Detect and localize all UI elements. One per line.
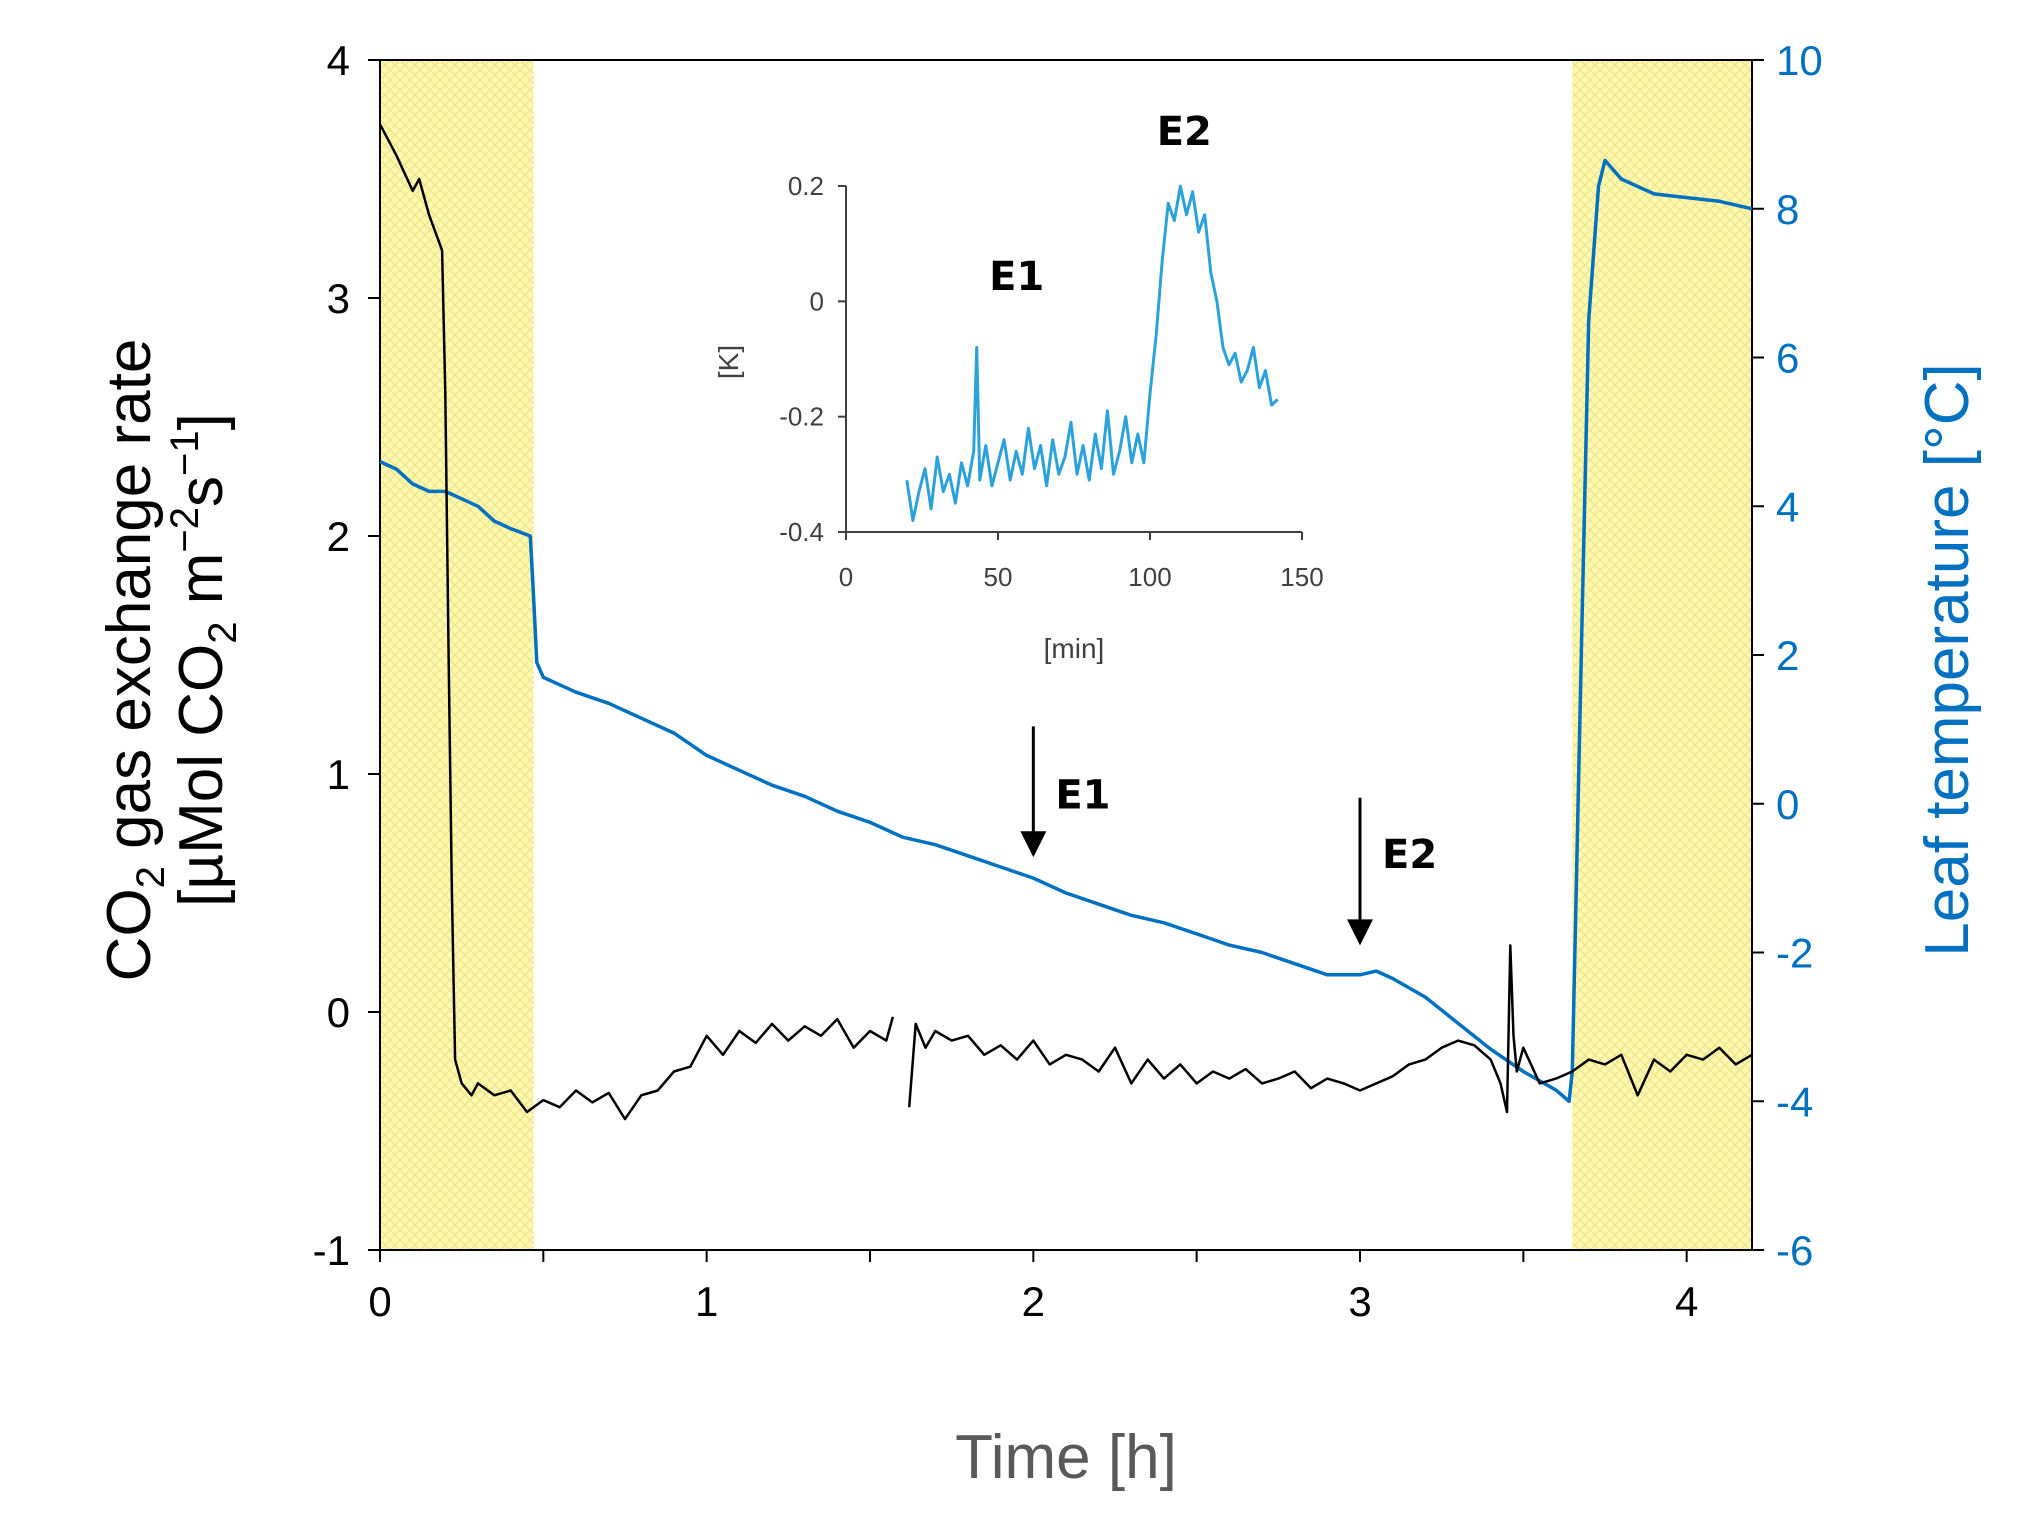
inset-y-label: [K]: [713, 345, 744, 379]
x-tick-label: 1: [695, 1278, 718, 1325]
inset-x-tick-label: 100: [1128, 562, 1171, 592]
y-right-tick-label: -4: [1776, 1078, 1813, 1125]
ylabel-left-l2-sup1: −2: [163, 507, 207, 553]
x-tick-label: 2: [1022, 1278, 1045, 1325]
y-left-tick-label: 0: [327, 989, 350, 1036]
svg-text:[µMol CO2 m−2s−1]: [µMol CO2 m−2s−1]: [163, 413, 245, 907]
ylabel-left-l2-sup2: −1: [163, 430, 207, 476]
inset-series: E1 E2: [905, 109, 1279, 522]
annotation-label: E2: [1382, 832, 1437, 878]
y-right-tick-label: 0: [1776, 781, 1799, 828]
ylabel-left-l1-suffix: gas exchange rate: [95, 339, 164, 866]
ylabel-left-l2: [µMol CO: [167, 644, 236, 907]
inset-x-tick-label: 50: [984, 562, 1013, 592]
inset-y-tick-label: 0: [810, 286, 824, 316]
y-left-tick-label: 2: [327, 513, 350, 560]
inset-ticks: 0 50 100 150 -0.4 -0.2 0 0.2: [779, 171, 1324, 592]
inset-annotation-label: E2: [1157, 109, 1212, 155]
inset-temperature-diff-line: [905, 184, 1279, 522]
ylabel-left-l2-sub: 2: [201, 622, 245, 644]
x-tick-label: 4: [1675, 1278, 1698, 1325]
x-axis-label: Time [h]: [955, 1423, 1177, 1492]
y-right-tick-label: 8: [1776, 186, 1799, 233]
annotation-arrow-head: [1347, 919, 1373, 946]
annotation-arrow-head: [1020, 831, 1047, 858]
right-axis-label: Leaf temperature [°C]: [1913, 363, 1982, 956]
inset-y-tick-label: -0.2: [779, 402, 824, 432]
ylabel-left-l1-sub: 2: [129, 866, 173, 888]
inset-x-tick-label: 150: [1280, 562, 1323, 592]
annotations: E1 E2: [1020, 726, 1437, 946]
light-period-1: [1572, 60, 1752, 1250]
svg-text:CO2 gas exchange rate: CO2 gas exchange rate: [95, 339, 173, 982]
ylabel-left-l2-end: ]: [167, 413, 236, 430]
x-tick-label: 3: [1348, 1278, 1371, 1325]
inset-y-tick-label: 0.2: [788, 171, 824, 201]
ylabel-left-l2-s: s: [167, 476, 236, 507]
y-right-tick-label: -2: [1776, 930, 1813, 977]
y-right-tick-label: 10: [1776, 37, 1823, 84]
inset-y-tick-label: -0.4: [779, 517, 824, 547]
y-left-tick-label: 3: [327, 275, 350, 322]
y-left-tick-label: 1: [327, 751, 350, 798]
inset-annotation-label: E1: [989, 254, 1044, 300]
inset-chart: 0 50 100 150 -0.4 -0.2 0 0.2 E1 E2 [min] [K]: [713, 109, 1324, 664]
y-right-tick-label: -6: [1776, 1227, 1813, 1274]
light-period-0: [380, 60, 534, 1250]
series: [378, 123, 1753, 1121]
y-left-tick-label: 4: [327, 37, 350, 84]
x-tick-label: 0: [368, 1278, 391, 1325]
co2-exchange-line-segment-2: [907, 944, 1753, 1114]
ticks: 0 1 2 3 4 -1 0 1 2 3 4 -6 -4 -2 0 2 4 6 8 10: [313, 37, 1823, 1325]
y-right-tick-label: 2: [1776, 632, 1799, 679]
leaf-temperature-line: [379, 158, 1753, 1104]
y-left-tick-label: -1: [313, 1227, 350, 1274]
ylabel-left-l2-mid: m: [167, 553, 236, 622]
inset-x-label: [min]: [1044, 633, 1105, 664]
left-axis-label: CO2 gas exchange rate [µMol CO2 m−2s−1]: [95, 339, 245, 982]
light-periods: [380, 60, 1752, 1250]
ylabel-left-l1-prefix: CO: [95, 888, 164, 981]
y-right-tick-label: 4: [1776, 483, 1799, 530]
inset-x-tick-label: 0: [839, 562, 853, 592]
annotation-label: E1: [1055, 772, 1110, 818]
co2-exchange-line: [378, 123, 895, 1121]
y-right-tick-label: 6: [1776, 335, 1799, 382]
